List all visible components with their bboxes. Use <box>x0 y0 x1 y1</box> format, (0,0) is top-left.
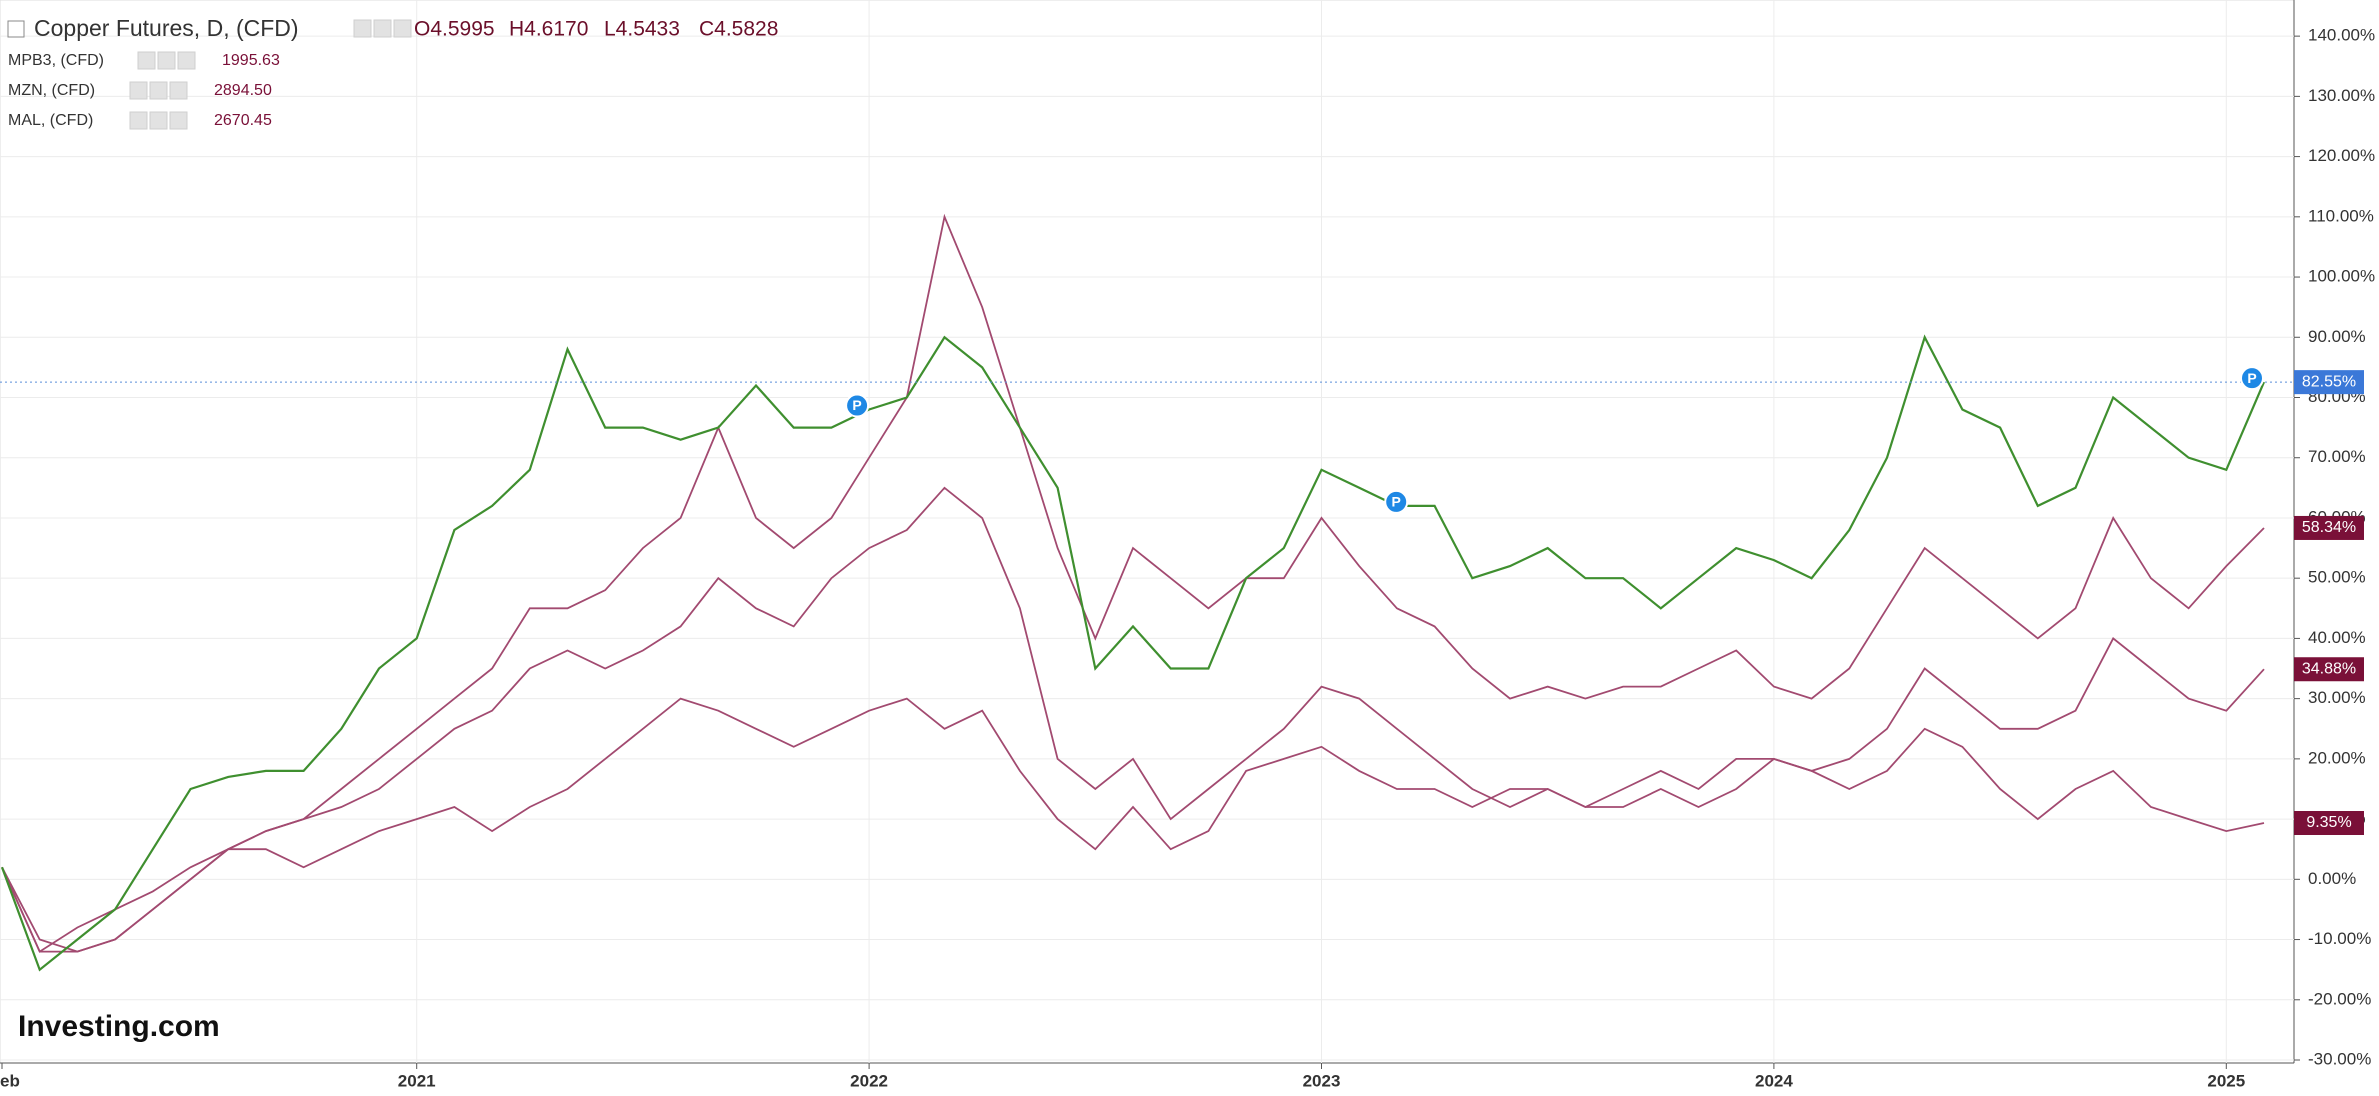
y-tick-label: 100.00% <box>2308 267 2375 286</box>
series-group <box>0 213 2266 972</box>
collapse-box[interactable] <box>7 20 25 38</box>
legend-icon[interactable] <box>177 51 196 70</box>
watermark: Investing.com <box>18 1010 220 1043</box>
y-tick-label: 90.00% <box>2308 327 2366 346</box>
ohlc-value: H4.6170 <box>509 18 588 41</box>
legend-name: MAL, (CFD) <box>8 112 93 129</box>
end-label: 34.88% <box>2302 660 2356 677</box>
pin-label: P <box>2247 370 2256 386</box>
overlay: 82.55% 9.35% 34.88% 58.34% P P P <box>0 366 2364 836</box>
y-tick-label: 40.00% <box>2308 628 2366 647</box>
legend-icon[interactable] <box>129 81 148 100</box>
y-tick-label: 140.00% <box>2308 26 2375 45</box>
series-line <box>1 697 2265 953</box>
y-tick-label: 20.00% <box>2308 748 2366 767</box>
x-tick-label: 2024 <box>1755 1071 1793 1090</box>
pin[interactable] <box>2240 366 2264 391</box>
legend-name: MZN, (CFD) <box>8 82 95 99</box>
legend-price: 1995.63 <box>222 52 280 69</box>
end-label: 58.34% <box>2302 519 2356 536</box>
y-tick-label: 70.00% <box>2308 447 2366 466</box>
legend-price: 2894.50 <box>214 82 272 99</box>
series-line <box>0 334 2266 972</box>
plot-area <box>0 0 2295 1064</box>
pin-label: P <box>1392 494 1401 510</box>
end-label-box <box>2294 370 2364 395</box>
end-label-box <box>2294 657 2364 682</box>
y-tick-label: -10.00% <box>2308 929 2371 948</box>
legend-icon[interactable] <box>149 111 168 130</box>
y-tick-label: -30.00% <box>2308 1049 2371 1068</box>
legend-icon[interactable] <box>169 81 188 100</box>
end-label: 9.35% <box>2306 814 2351 831</box>
y-tick-label: 110.00% <box>2308 206 2374 225</box>
y-tick-label: -20.00% <box>2308 989 2371 1008</box>
legend-icon[interactable] <box>169 111 188 130</box>
series-line <box>1 213 2265 953</box>
y-tick-label: 130.00% <box>2308 86 2375 105</box>
ohlc-value: L4.5433 <box>604 18 680 41</box>
end-label-box <box>2294 811 2364 836</box>
legend-icon[interactable] <box>149 81 168 100</box>
legend-icon[interactable] <box>137 51 156 70</box>
legend-icon[interactable] <box>353 19 372 38</box>
series-line <box>1 486 2265 953</box>
legend-name: MPB3, (CFD) <box>8 52 104 69</box>
y-tick-label: 120.00% <box>2308 146 2375 165</box>
x-tick-label: eb <box>0 1071 20 1090</box>
legend: Copper Futures, D, (CFD) O4.5995 H4.6170 L4… <box>7 15 778 130</box>
y-tick-label: 30.00% <box>2308 688 2366 707</box>
y-tick-label: 50.00% <box>2308 568 2366 587</box>
legend-icon[interactable] <box>393 19 412 38</box>
end-label: 82.55% <box>2302 373 2356 390</box>
x-tick-label: 2025 <box>2207 1071 2245 1090</box>
legend-icon[interactable] <box>373 19 392 38</box>
pin[interactable] <box>845 393 870 418</box>
legend-title: Copper Futures, D, (CFD) <box>34 15 299 41</box>
ohlc-value: C4.5828 <box>699 18 778 41</box>
end-label-box <box>2294 515 2364 540</box>
x-tick-label: 2023 <box>1303 1071 1341 1090</box>
pin-label: P <box>852 397 861 413</box>
legend-price: 2670.45 <box>214 112 272 129</box>
ohlc-value: O4.5995 <box>414 18 495 41</box>
x-tick-label: 2021 <box>398 1071 436 1090</box>
legend-icon[interactable] <box>129 111 148 130</box>
pin[interactable] <box>1384 489 1409 514</box>
y-tick-label: 0.00% <box>2308 869 2356 888</box>
legend-icon[interactable] <box>157 51 176 70</box>
x-tick-label: 2022 <box>850 1071 888 1090</box>
